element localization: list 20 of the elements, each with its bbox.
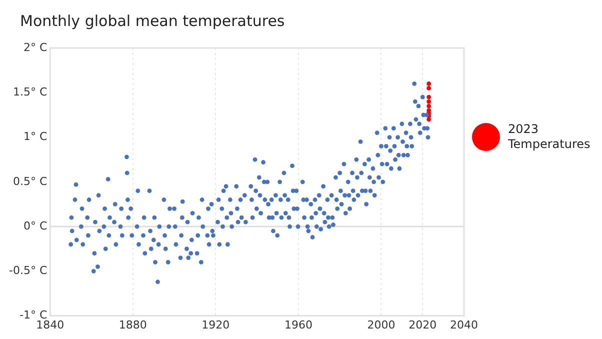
y-tick-label: 1.5° C bbox=[12, 85, 48, 98]
point bbox=[426, 104, 432, 108]
x-tick-label: 1920 bbox=[202, 318, 230, 332]
y-tick-label: 1° C bbox=[23, 130, 48, 144]
point bbox=[426, 94, 432, 100]
point bbox=[426, 99, 432, 104]
legend-label: 2023 Temperatures bbox=[508, 122, 590, 152]
x-tick-label: 1880 bbox=[118, 318, 147, 332]
chart-title: Monthly global mean temperatures bbox=[20, 12, 285, 30]
x-tick-label: 2040 bbox=[450, 318, 478, 332]
x-tick-label: 1960 bbox=[284, 318, 312, 332]
y-tick-label: -0.5° C bbox=[9, 264, 48, 278]
point bbox=[426, 82, 432, 86]
point bbox=[426, 86, 432, 90]
x-tick-label: 2020 bbox=[408, 318, 437, 332]
y-tick-label: 2° C bbox=[23, 40, 48, 54]
x-tick-label: 2000 bbox=[367, 318, 396, 332]
point bbox=[426, 117, 432, 122]
y-tick-label: 0° C bbox=[23, 219, 48, 232]
y-tick-label: 0.5° C bbox=[12, 174, 48, 188]
